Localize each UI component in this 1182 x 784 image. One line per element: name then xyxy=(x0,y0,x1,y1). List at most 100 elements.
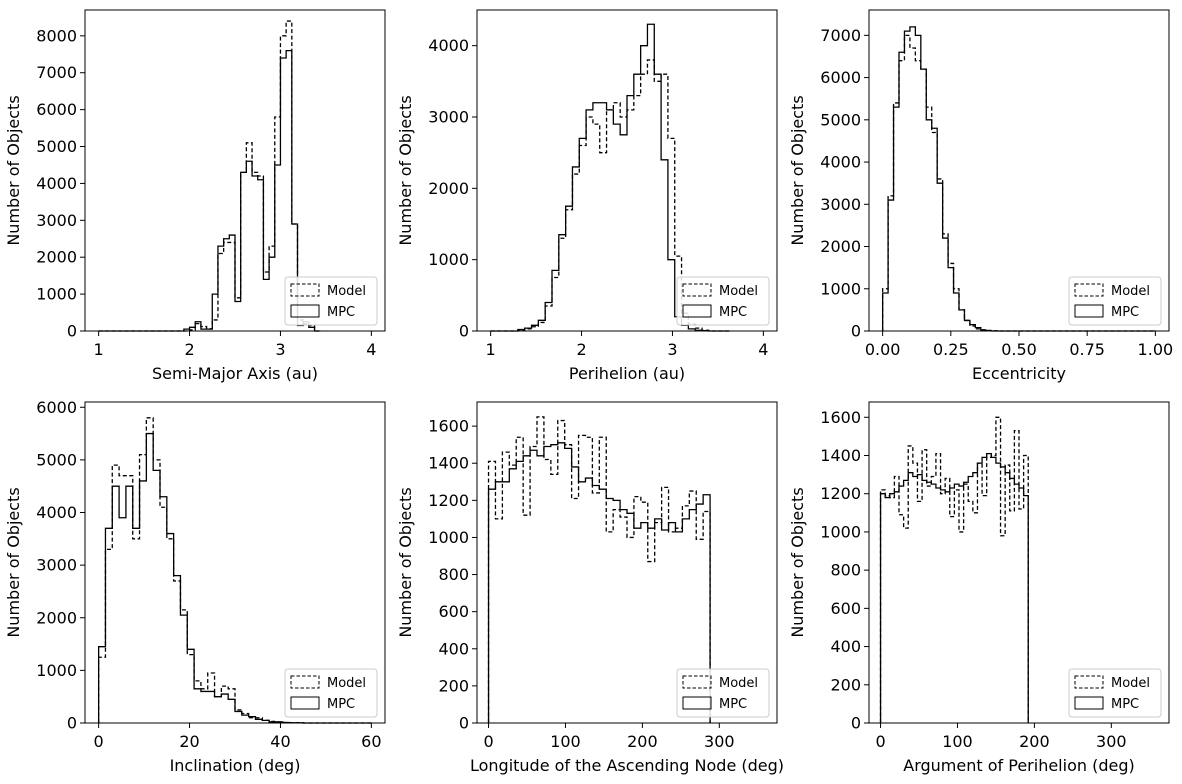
subplot-2: 1 2 3 4 0 1000 2000 3000 4000 Perihelion (au) Numb… xyxy=(396,9,778,383)
x-tick-label: 300 xyxy=(1096,732,1127,751)
legend-model-label: Model xyxy=(719,284,758,299)
x-axis-label: Argument of Perihelion (deg) xyxy=(903,756,1134,775)
y-tick-label: 2000 xyxy=(820,237,861,256)
legend-box xyxy=(284,668,378,718)
x-tick-label: 200 xyxy=(627,732,658,751)
x-tick-label: 0 xyxy=(483,732,493,751)
legend-mpc-swatch xyxy=(682,696,712,710)
plot-frame xyxy=(476,401,778,724)
y-axis-label: Number of Objects xyxy=(4,487,23,637)
series-model-step-line xyxy=(879,416,1029,723)
y-tick-label: 0 xyxy=(67,714,77,733)
x-tick-label: 4 xyxy=(366,340,376,359)
y-tick-label: 1200 xyxy=(428,491,469,510)
y-tick-label: 2000 xyxy=(36,608,77,627)
y-axis-label: Number of Objects xyxy=(4,95,23,245)
x-tick-label: 100 xyxy=(942,732,973,751)
legend-box xyxy=(676,276,770,326)
y-tick-label: 1200 xyxy=(820,484,861,503)
y-tick-label: 400 xyxy=(438,639,469,658)
x-tick-label: 2 xyxy=(576,340,586,359)
legend: Model MPC xyxy=(284,276,378,326)
subplot-6: 0 100 200 300 0 200 400 600 800 1000 1200 1400 1600 A… xyxy=(788,401,1170,775)
subplot-3: 0.00 0.25 0.50 0.75 1.00 0 1000 2000 3000 4000 500… xyxy=(788,9,1173,383)
x-axis-label: Inclination (deg) xyxy=(170,756,301,775)
y-tick-label: 4000 xyxy=(36,174,77,193)
y-tick-label: 5000 xyxy=(36,450,77,469)
legend-model-swatch xyxy=(1074,675,1104,689)
y-tick-label: 4000 xyxy=(820,153,861,172)
x-tick-label: 0.25 xyxy=(933,340,969,359)
y-tick-label: 5000 xyxy=(36,137,77,156)
legend-model-swatch xyxy=(682,283,712,297)
y-axis-label: Number of Objects xyxy=(396,487,415,637)
legend-model-label: Model xyxy=(327,676,366,691)
y-tick-label: 1400 xyxy=(820,446,861,465)
x-tick-label: 0 xyxy=(875,732,885,751)
y-tick-label: 1000 xyxy=(36,661,77,680)
legend-box xyxy=(284,276,378,326)
x-tick-label: 20 xyxy=(179,732,199,751)
y-tick-label: 200 xyxy=(830,675,861,694)
y-tick-label: 0 xyxy=(67,322,77,341)
legend-model-label: Model xyxy=(1111,284,1150,299)
y-tick-label: 4000 xyxy=(36,503,77,522)
series-mpc-step-line xyxy=(879,452,1029,723)
y-tick-label: 3000 xyxy=(36,211,77,230)
x-tick-label: 0.50 xyxy=(1001,340,1037,359)
y-tick-label: 3000 xyxy=(820,195,861,214)
y-tick-label: 600 xyxy=(830,599,861,618)
series-model-step-line xyxy=(98,20,321,332)
x-axis-label: Perihelion (au) xyxy=(569,364,685,383)
legend-mpc-label: MPC xyxy=(327,305,355,320)
x-tick-label: 2 xyxy=(184,340,194,359)
y-tick-label: 7000 xyxy=(820,26,861,45)
y-tick-label: 1000 xyxy=(36,285,77,304)
series-mpc-step-line xyxy=(487,442,711,723)
y-axis-label: Number of Objects xyxy=(788,95,807,245)
x-tick-label: 300 xyxy=(704,732,735,751)
y-tick-label: 1000 xyxy=(428,528,469,547)
y-axis-label: Number of Objects xyxy=(396,95,415,245)
x-tick-label: 200 xyxy=(1019,732,1050,751)
y-tick-label: 0 xyxy=(851,322,861,341)
x-axis-label: Longitude of the Ascending Node (deg) xyxy=(470,756,784,775)
legend-mpc-label: MPC xyxy=(1111,305,1139,320)
x-tick-label: 0.00 xyxy=(865,340,901,359)
series-model-step-line xyxy=(881,34,1156,332)
legend-model-swatch xyxy=(682,675,712,689)
plot-frame xyxy=(84,401,386,724)
y-tick-label: 5000 xyxy=(820,110,861,129)
legend: Model MPC xyxy=(1068,276,1162,326)
legend: Model MPC xyxy=(284,668,378,718)
legend-model-label: Model xyxy=(719,676,758,691)
legend-model-swatch xyxy=(290,283,320,297)
y-tick-label: 600 xyxy=(438,602,469,621)
legend-model-label: Model xyxy=(1111,676,1150,691)
y-tick-label: 6000 xyxy=(36,398,77,417)
legend: Model MPC xyxy=(676,668,770,718)
legend-mpc-label: MPC xyxy=(719,697,747,712)
y-tick-label: 2000 xyxy=(428,179,469,198)
subplot-1: 1 2 3 4 0 1000 2000 3000 4000 5000 6000 7000 8000 Sem… xyxy=(4,9,386,383)
y-tick-label: 800 xyxy=(830,561,861,580)
y-tick-label: 2000 xyxy=(36,248,77,267)
legend-mpc-label: MPC xyxy=(1111,697,1139,712)
y-tick-label: 800 xyxy=(438,565,469,584)
y-axis-label: Number of Objects xyxy=(788,487,807,637)
x-tick-label: 4 xyxy=(758,340,768,359)
legend-model-swatch xyxy=(290,675,320,689)
legend-mpc-swatch xyxy=(290,696,320,710)
legend-model-swatch xyxy=(1074,283,1104,297)
legend-mpc-label: MPC xyxy=(719,305,747,320)
x-tick-label: 100 xyxy=(550,732,581,751)
legend-mpc-swatch xyxy=(1074,696,1104,710)
legend: Model MPC xyxy=(1068,668,1162,718)
legend-model-label: Model xyxy=(327,284,366,299)
y-tick-label: 0 xyxy=(459,322,469,341)
y-tick-label: 1000 xyxy=(428,250,469,269)
x-tick-label: 60 xyxy=(361,732,381,751)
legend-mpc-swatch xyxy=(1074,304,1104,318)
y-tick-label: 200 xyxy=(438,676,469,695)
